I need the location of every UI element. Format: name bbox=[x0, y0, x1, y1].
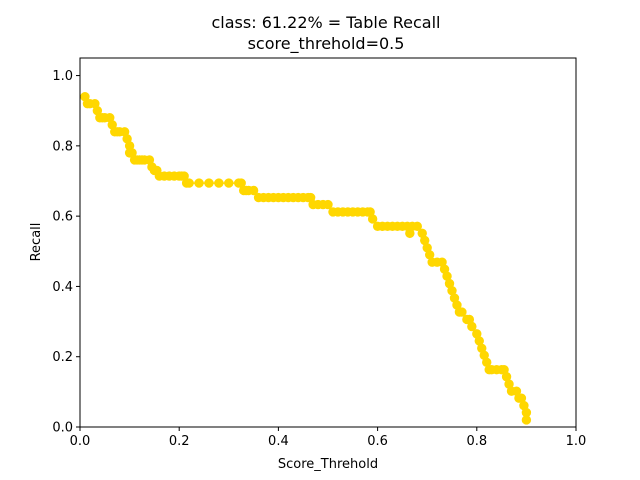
data-point bbox=[204, 178, 214, 188]
data-point bbox=[467, 321, 477, 332]
data-point bbox=[367, 214, 378, 224]
data-point bbox=[184, 178, 194, 188]
chart-subtitle: score_threhold=0.5 bbox=[248, 34, 405, 54]
y-tick-label: 0.0 bbox=[52, 421, 73, 436]
y-axis-ticks: 0.0 0.2 0.4 0.6 0.8 1.0 bbox=[52, 69, 80, 436]
y-tick-label: 0.2 bbox=[52, 350, 73, 365]
plot-frame bbox=[79, 57, 577, 428]
y-axis-label: Recall bbox=[29, 223, 44, 262]
data-point bbox=[323, 199, 333, 210]
data-point bbox=[214, 178, 224, 188]
x-tick-label: 1.0 bbox=[566, 434, 587, 449]
data-point bbox=[457, 307, 467, 317]
x-tick-label: 0.4 bbox=[268, 434, 289, 449]
x-tick-label: 0.0 bbox=[70, 434, 91, 449]
y-tick-label: 1.0 bbox=[52, 69, 73, 84]
chart-title: class: 61.22% = Table Recall bbox=[212, 13, 441, 32]
plot-area bbox=[80, 91, 532, 425]
x-tick-label: 0.2 bbox=[169, 434, 190, 449]
y-tick-label: 0.6 bbox=[52, 210, 73, 225]
x-tick-label: 0.8 bbox=[466, 434, 487, 449]
x-axis-label: Score_Threhold bbox=[278, 457, 378, 472]
data-point bbox=[248, 185, 259, 196]
data-point bbox=[224, 178, 234, 188]
x-tick-label: 0.6 bbox=[367, 434, 388, 449]
y-tick-label: 0.4 bbox=[52, 280, 73, 295]
data-point bbox=[521, 415, 532, 425]
data-point bbox=[412, 221, 422, 232]
x-axis-ticks: 0.0 0.2 0.4 0.6 0.8 1.0 bbox=[70, 427, 587, 449]
y-tick-label: 0.8 bbox=[52, 139, 73, 154]
data-point bbox=[194, 178, 204, 188]
series-line bbox=[84, 96, 528, 420]
